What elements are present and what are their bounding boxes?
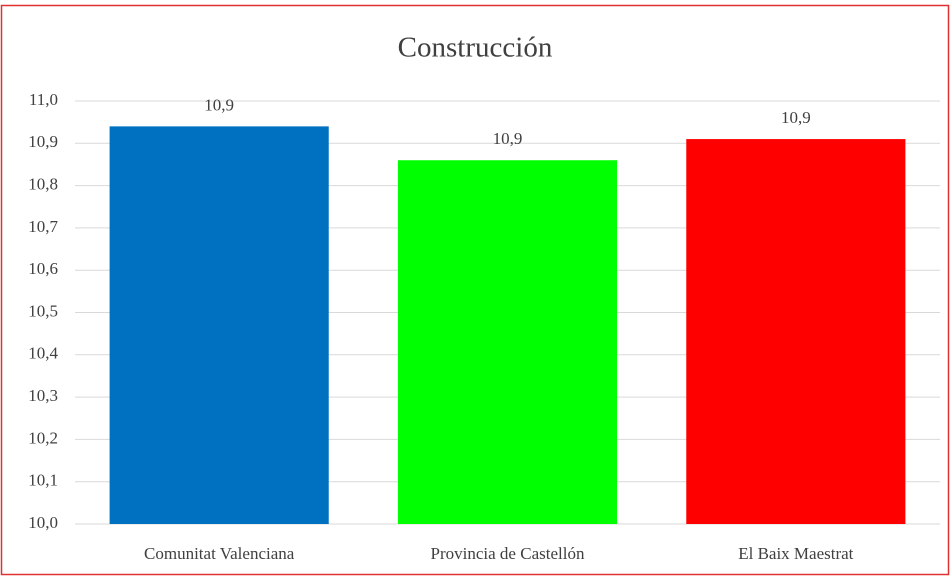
y-tick-label: 10,5 [28, 301, 58, 320]
chart-title: Construcción [398, 32, 553, 64]
x-tick-label: Comunitat Valenciana [144, 544, 295, 563]
y-tick-label: 10,8 [28, 175, 58, 194]
data-label: 10,9 [204, 95, 234, 114]
y-tick-label: 10,3 [28, 386, 58, 405]
x-tick-label: Provincia de Castellón [431, 544, 585, 563]
y-tick-label: 10,9 [28, 132, 58, 151]
y-tick-label: 10,2 [28, 428, 58, 447]
data-label: 10,9 [493, 129, 523, 148]
y-tick-label: 10,7 [28, 217, 58, 236]
bar [397, 160, 618, 524]
y-tick-label: 11,0 [29, 90, 58, 109]
bar [109, 126, 329, 524]
y-tick-label: 10,1 [28, 471, 58, 490]
x-tick-label: El Baix Maestrat [738, 544, 853, 563]
y-tick-label: 10,0 [28, 513, 58, 532]
data-label: 10,9 [781, 108, 811, 127]
bar [686, 139, 906, 524]
y-tick-label: 10,4 [28, 344, 58, 363]
y-tick-label: 10,6 [28, 259, 58, 278]
